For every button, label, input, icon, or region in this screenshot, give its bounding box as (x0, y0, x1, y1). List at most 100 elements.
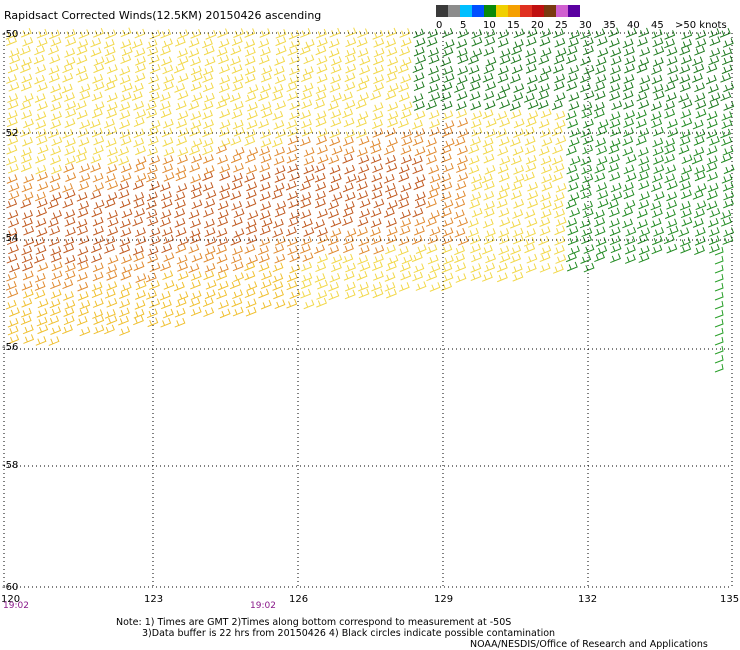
lat-lon-grid (3, 32, 733, 588)
wind-barb (443, 39, 455, 49)
wind-barb (149, 120, 161, 130)
wind-barb (232, 245, 243, 256)
wind-barb (527, 99, 539, 110)
wind-barb (539, 252, 551, 263)
wind-barb (484, 228, 496, 238)
wind-barb (469, 199, 481, 209)
wind-barb (329, 128, 341, 139)
pass-time-1: 19:02 (3, 601, 29, 611)
wind-barb (400, 182, 412, 193)
wind-barb (203, 165, 215, 175)
wind-barb (525, 117, 537, 128)
wind-barb (245, 92, 257, 103)
wind-barb (372, 271, 384, 281)
wind-barb (275, 128, 286, 139)
wind-barb (20, 81, 32, 92)
wind-barb (176, 136, 188, 146)
wind-barb (50, 145, 62, 156)
wind-barb (554, 37, 566, 48)
wind-barb (370, 144, 382, 155)
wind-barb (723, 164, 735, 175)
wind-barb (428, 47, 439, 58)
wind-barb (692, 218, 704, 228)
wind-barb (537, 99, 549, 110)
wind-barb (147, 216, 159, 227)
lon-label-135: 135 (720, 594, 740, 605)
wind-barb (357, 255, 369, 265)
wind-barb (538, 90, 549, 101)
wind-barb (594, 252, 605, 263)
wind-barb (398, 199, 410, 209)
wind-barb (331, 262, 342, 273)
wind-barb (48, 336, 60, 346)
wind-barb (34, 272, 46, 283)
wind-barb (300, 191, 312, 202)
wind-barb (247, 84, 259, 94)
wind-barb (119, 66, 131, 76)
wind-barb (176, 118, 188, 129)
wind-barb (442, 199, 454, 210)
wind-barb (497, 37, 509, 48)
wind-barb (415, 281, 427, 291)
wind-barb (453, 209, 465, 220)
wind-barb (651, 74, 663, 85)
wind-barb (327, 236, 339, 246)
wind-barb (583, 45, 594, 56)
wind-barb (565, 199, 577, 209)
wind-barb (386, 226, 398, 237)
wind-barb (202, 297, 214, 308)
wind-barb (245, 198, 257, 209)
wind-barb (510, 245, 522, 255)
wind-barb (345, 63, 357, 74)
wind-barb (20, 27, 32, 38)
wind-barb (357, 217, 369, 227)
wind-barb (301, 236, 312, 246)
wind-barb (483, 64, 495, 75)
wind-barb (302, 66, 314, 76)
wind-barb (62, 72, 74, 83)
wind-barb (610, 47, 622, 58)
wind-barb (399, 225, 411, 236)
wind-barb (260, 279, 272, 290)
wind-barb (78, 261, 89, 272)
wind-barb (131, 39, 143, 49)
wind-barb (385, 244, 396, 255)
wind-barb (301, 218, 313, 229)
wind-barb (510, 155, 522, 166)
wind-barb (51, 111, 62, 121)
wind-barb (20, 100, 32, 111)
wind-barb (317, 154, 329, 164)
wind-barb (36, 198, 48, 209)
wind-barb (567, 118, 579, 129)
legend-swatch-3 (472, 5, 484, 17)
wind-barb (442, 255, 454, 265)
wind-barb (79, 83, 91, 94)
wind-barb (359, 198, 371, 209)
wind-barb (442, 110, 454, 121)
wind-barb (64, 137, 76, 148)
wind-barb (695, 100, 707, 110)
wind-barb (707, 171, 718, 182)
wind-barb (8, 182, 20, 193)
wind-barb (51, 270, 63, 281)
wind-barb (34, 281, 46, 291)
wind-barb (77, 225, 89, 236)
wind-barb (203, 252, 215, 263)
wind-barb (639, 163, 650, 174)
wind-barb (190, 65, 202, 76)
wind-barb (428, 109, 440, 120)
wind-barb (22, 217, 33, 228)
wind-barb (177, 48, 188, 58)
legend-label-0: 0 (436, 20, 443, 31)
wind-barb (457, 217, 468, 228)
wind-barb (344, 191, 356, 202)
wind-barb (344, 72, 356, 83)
wind-barb (553, 163, 565, 173)
wind-barb (664, 38, 675, 49)
wind-barb (216, 254, 228, 264)
wind-barb (119, 237, 131, 247)
wind-barb (106, 74, 118, 85)
lon-label-120: 120 (1, 594, 21, 605)
wind-barb (216, 144, 227, 154)
wind-barb (496, 272, 508, 283)
